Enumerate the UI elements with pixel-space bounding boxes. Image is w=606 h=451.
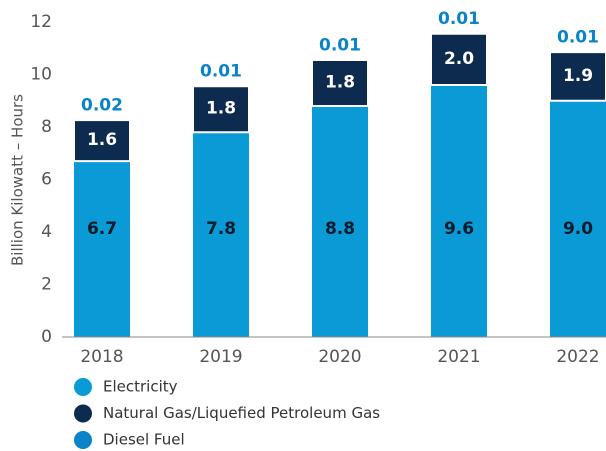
y-tick-label: 0	[41, 327, 52, 347]
bar-segment	[193, 132, 249, 337]
data-label: 1.8	[325, 72, 355, 92]
legend-marker	[74, 378, 92, 396]
y-tick-label: 2	[41, 275, 52, 295]
legend-label: Electricity	[103, 378, 178, 396]
data-label: 1.9	[563, 66, 593, 86]
bar-segment	[192, 83, 250, 88]
data-label: 1.6	[87, 130, 117, 150]
data-label: 0.01	[319, 35, 361, 55]
y-tick-label: 10	[30, 65, 52, 85]
bar-segment	[431, 85, 487, 337]
bar-segment	[549, 49, 606, 54]
x-tick-label: 2020	[318, 347, 361, 367]
y-tick-label: 4	[41, 222, 52, 242]
bar-segment	[311, 57, 369, 61]
bar-segment	[74, 161, 130, 337]
x-tick-label: 2022	[556, 347, 599, 367]
data-label: 9.6	[444, 219, 474, 239]
bar-segment	[311, 57, 369, 107]
bar-segment	[549, 49, 606, 102]
bar-segment	[550, 100, 606, 337]
data-label: 2.0	[444, 49, 474, 69]
bar-segment	[430, 31, 488, 35]
data-label: 1.8	[206, 99, 236, 119]
data-label: 8.8	[325, 219, 355, 239]
data-label: 0.02	[81, 96, 123, 116]
data-label: 9.0	[563, 219, 593, 239]
data-label: 0.01	[200, 62, 242, 82]
x-tick-label: 2021	[437, 347, 480, 367]
data-label: 6.7	[87, 219, 117, 239]
x-tick-label: 2018	[80, 347, 123, 367]
legend-marker	[74, 431, 92, 449]
bar-segment	[73, 117, 131, 122]
bar-segment	[73, 118, 131, 163]
bar-segment	[312, 106, 368, 337]
legend-label: Diesel Fuel	[103, 431, 185, 449]
data-label: 0.01	[438, 9, 480, 29]
x-tick-label: 2019	[199, 347, 242, 367]
legend-label: Natural Gas/Liquefied Petroleum Gas	[103, 404, 380, 422]
data-label: 0.01	[557, 28, 599, 48]
y-tick-label: 12	[30, 12, 52, 32]
y-tick-label: 8	[41, 117, 52, 137]
y-tick-label: 6	[41, 170, 52, 190]
legend-marker	[74, 404, 92, 423]
data-label: 7.8	[206, 219, 236, 239]
y-axis-label: Billion Kilowatt – Hours	[9, 94, 27, 266]
